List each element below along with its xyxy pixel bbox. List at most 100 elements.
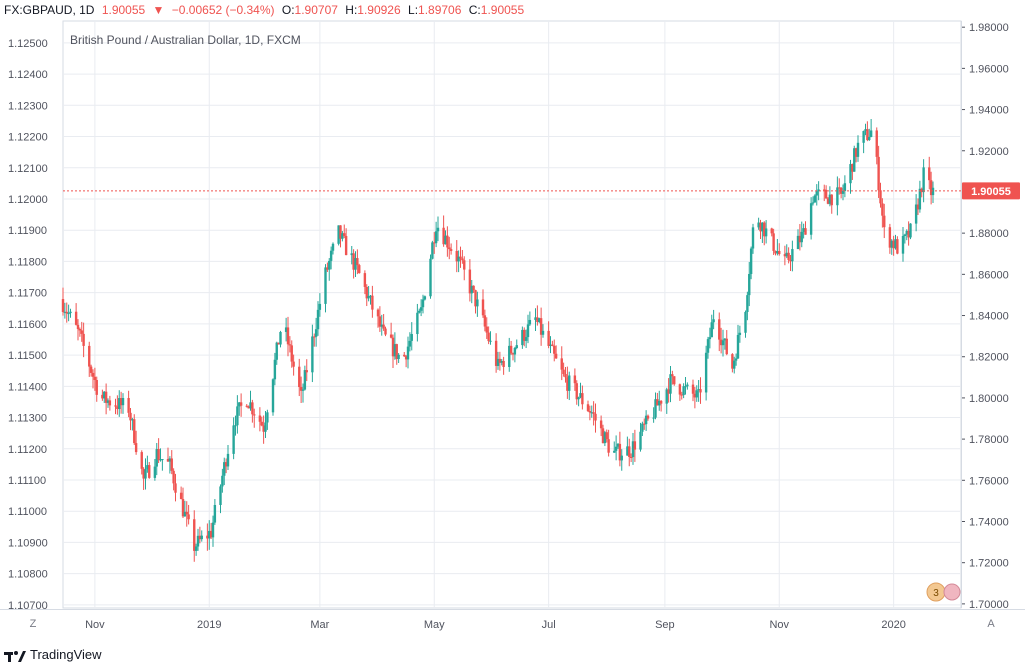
candle-body — [641, 423, 644, 432]
candle-body — [620, 455, 623, 461]
right-tick-label: 1.70000 — [969, 599, 1009, 611]
candle-body — [406, 346, 410, 360]
left-tick-label: 1.12100 — [8, 163, 48, 175]
candle-body — [824, 189, 828, 199]
candle-body — [116, 406, 119, 410]
candle-body — [639, 431, 642, 450]
candle-body — [431, 242, 434, 259]
candle-body — [854, 148, 858, 157]
candle-body — [181, 498, 185, 517]
left-tick-label: 1.10800 — [8, 569, 48, 581]
candle-body — [118, 398, 121, 410]
candle-body — [879, 190, 882, 204]
candle-body — [219, 486, 222, 505]
auto-scale-toggle[interactable]: A — [987, 618, 995, 630]
candle-body — [442, 227, 445, 245]
candle-body — [326, 267, 329, 270]
candle-body — [305, 370, 308, 373]
candle-body — [483, 315, 487, 327]
candle-body — [174, 483, 177, 493]
candle-body — [74, 311, 78, 325]
candle-body — [91, 372, 95, 377]
candle-body — [881, 203, 884, 216]
candle-body — [232, 425, 235, 454]
candle-body — [436, 227, 440, 232]
candle-body — [378, 316, 382, 327]
candle-body — [538, 318, 541, 323]
candle-body — [575, 383, 578, 400]
candle-body — [260, 421, 263, 426]
candle-body — [354, 258, 357, 270]
candle-body — [901, 236, 905, 254]
candle-body — [791, 249, 794, 262]
candle-body — [590, 412, 593, 414]
candle-body — [266, 412, 269, 423]
left-tick-label: 1.12500 — [8, 38, 48, 50]
candle-body — [76, 324, 80, 330]
candle-body — [69, 311, 72, 314]
candle-body — [751, 227, 755, 249]
event-badge[interactable]: 3 — [926, 582, 961, 602]
candle-body — [429, 258, 432, 297]
candle-body — [564, 373, 567, 378]
candle-body — [509, 345, 513, 354]
candle-body — [673, 376, 676, 385]
candle-body — [179, 492, 183, 499]
candle-body — [303, 370, 307, 390]
candle-body — [553, 345, 556, 354]
candle-body — [339, 225, 342, 239]
tradingview-brand[interactable]: TradingView — [30, 647, 102, 662]
candle-body — [796, 235, 800, 250]
candle-body — [568, 375, 571, 391]
candlestick-series — [61, 118, 935, 562]
candle-body — [826, 198, 830, 204]
candle-body — [286, 327, 290, 345]
candle-body — [459, 256, 462, 259]
candle-body — [643, 423, 646, 425]
left-tick-label: 1.12200 — [8, 132, 48, 144]
candle-body — [358, 265, 361, 274]
candle-body — [931, 187, 935, 196]
candle-body — [468, 269, 472, 294]
candle-body — [481, 299, 485, 316]
candle-body — [678, 384, 682, 395]
time-tick-label: May — [424, 619, 445, 631]
candle-body — [772, 233, 775, 251]
candle-body — [704, 352, 708, 393]
candle-body — [802, 228, 805, 232]
candle-body — [541, 330, 545, 335]
right-tick-label: 1.76000 — [969, 475, 1009, 487]
candle-body — [733, 360, 736, 369]
candle-body — [581, 393, 584, 405]
candle-body — [183, 511, 187, 517]
right-tick-label: 1.92000 — [969, 146, 1009, 158]
candle-body — [238, 402, 241, 407]
right-tick-label: 1.80000 — [969, 393, 1009, 405]
left-tick-label: 1.12300 — [8, 100, 48, 112]
candle-body — [384, 328, 387, 335]
zoom-toggle[interactable]: Z — [30, 618, 37, 630]
plot-area[interactable] — [62, 20, 962, 609]
time-tick-label: Mar — [310, 619, 329, 631]
candle-body — [776, 250, 779, 254]
candle-body — [592, 412, 595, 414]
candle-body — [457, 256, 460, 262]
left-tick-label: 1.11800 — [8, 256, 47, 268]
chart-canvas[interactable]: 1.12500 1.12400 1.12300 1.12200 1.12100 1.120… — [0, 0, 1025, 640]
tradingview-logo-icon[interactable] — [4, 648, 28, 662]
candle-body — [866, 129, 869, 141]
candle-body — [329, 250, 333, 261]
candle-body — [513, 348, 517, 355]
candle-body — [614, 446, 618, 451]
candle-body — [631, 441, 635, 458]
candle-body — [774, 250, 777, 254]
candle-body — [279, 331, 282, 345]
candle-body — [547, 330, 550, 346]
candle-body — [316, 309, 320, 330]
candle-body — [144, 469, 147, 479]
candle-body — [877, 156, 880, 191]
candle-body — [787, 252, 790, 260]
candle-body — [616, 443, 620, 447]
candle-body — [103, 391, 106, 399]
candle-body — [487, 332, 490, 342]
